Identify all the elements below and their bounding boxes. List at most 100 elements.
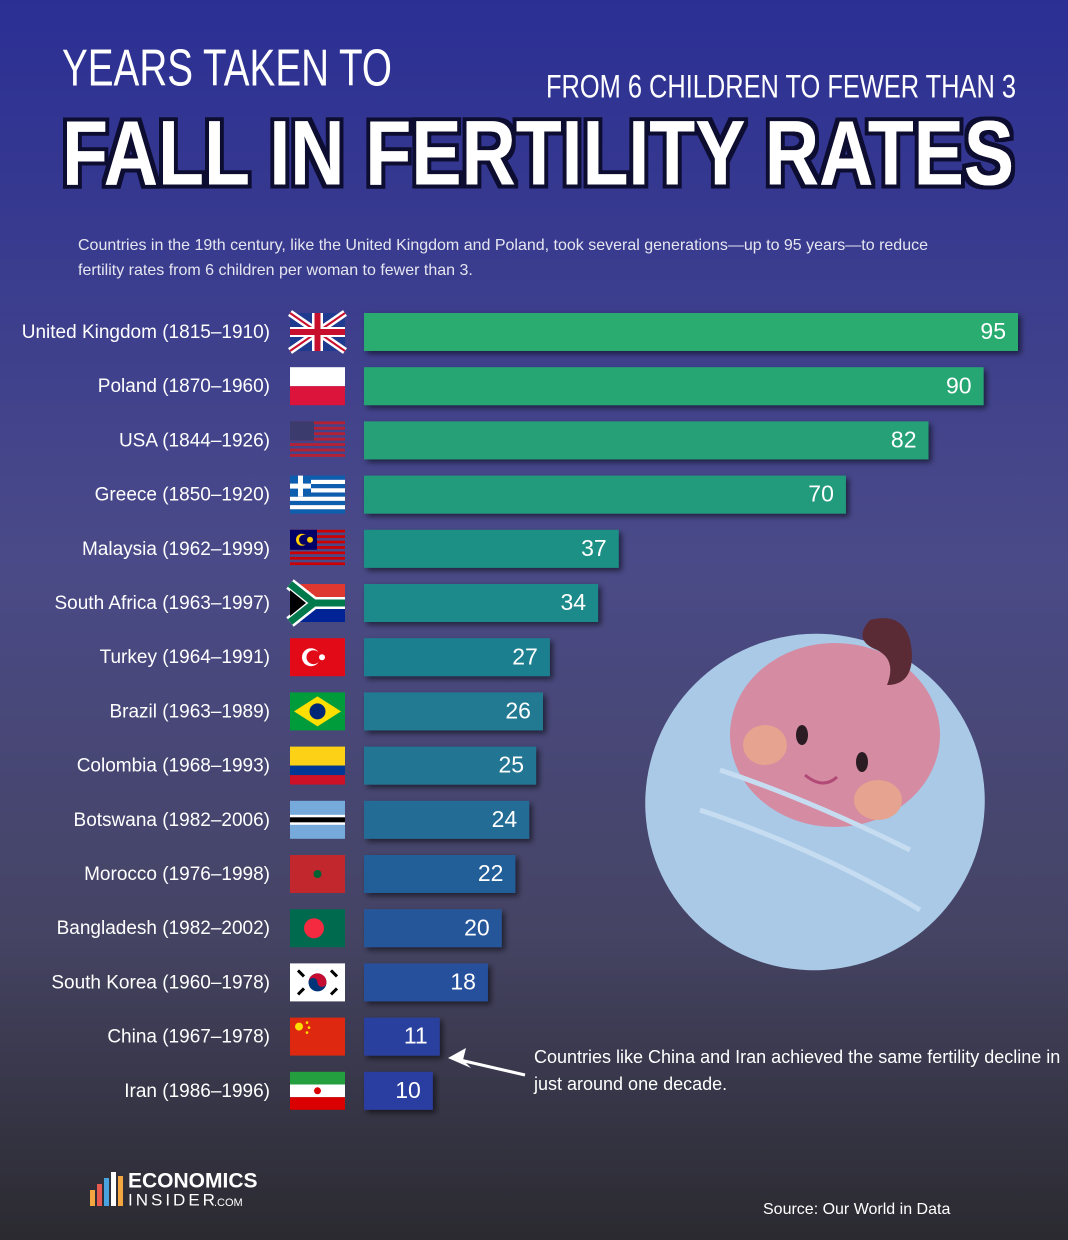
flag-part (290, 443, 345, 447)
chart-title: FALL IN FERTILITY RATES (62, 102, 1014, 204)
category-label: Turkey (1964–1991) (100, 647, 270, 668)
flag-part (290, 484, 345, 489)
flag (290, 692, 345, 731)
bar (364, 1017, 440, 1056)
value-label: 25 (499, 752, 525, 778)
flag (290, 475, 345, 514)
value-label: 34 (560, 589, 586, 615)
logo-text: ECONOMICS (128, 1170, 258, 1193)
bar (364, 584, 599, 622)
category-label: United Kingdom (1815–1910) (22, 322, 270, 343)
category-label: Colombia (1968–1993) (77, 756, 270, 777)
bar (364, 313, 1018, 351)
flag (290, 1017, 345, 1056)
flag-part (314, 1087, 321, 1095)
annotation-arrow-part (459, 1058, 526, 1077)
flag-part (290, 556, 345, 560)
baby-illustration (645, 618, 985, 971)
flag (290, 529, 345, 566)
logo-icon (90, 1172, 123, 1206)
category-label: China (1967–1978) (107, 1027, 270, 1048)
flag-part (290, 453, 345, 457)
baby-illustration-part (854, 780, 902, 820)
flag-part (305, 1031, 309, 1034)
category-label: Botswana (1982–2006) (74, 810, 270, 831)
flag-part (290, 535, 345, 538)
value-label: 18 (450, 968, 476, 994)
annotation-line: Countries like China and Iran achieved t… (534, 1047, 1060, 1067)
flag-part (319, 654, 325, 661)
category-label: Iran (1986–1996) (124, 1081, 270, 1102)
category-label: Brazil (1963–1989) (109, 701, 270, 722)
bar (364, 367, 984, 406)
flag-part (290, 817, 345, 823)
value-label: 10 (395, 1077, 421, 1103)
flag-part (304, 918, 324, 939)
flag-part (290, 483, 311, 489)
flag-part (306, 650, 321, 665)
flag-part (296, 969, 339, 996)
flag-part (290, 492, 345, 497)
bar (364, 1071, 433, 1110)
flag-part (290, 367, 345, 387)
flag (290, 909, 345, 948)
flag-part (290, 746, 345, 766)
flag-part (290, 509, 345, 514)
bar (364, 909, 502, 948)
bar (364, 529, 619, 568)
flag-part (290, 505, 345, 510)
description-line: Countries in the 19th century, like the … (78, 237, 928, 254)
flag-part (290, 479, 345, 485)
flag-part (307, 1026, 311, 1029)
flag-part (295, 1022, 303, 1031)
flag (286, 579, 345, 627)
flag-part (290, 496, 345, 501)
baby-illustration-part (743, 725, 787, 765)
flag-part (290, 765, 345, 776)
value-label: 26 (505, 697, 531, 723)
flag-part (290, 421, 314, 441)
category-label: Morocco (1976–1998) (84, 864, 270, 885)
source: Source: Our World in Data (763, 1201, 950, 1218)
bar (364, 475, 846, 514)
flag-part (290, 500, 345, 506)
baby-illustration-part (862, 618, 912, 685)
annotation-arrow-part (448, 1048, 471, 1068)
logo-icon-part (90, 1190, 95, 1206)
flag-part (290, 775, 345, 785)
annotation-arrow (448, 1048, 526, 1077)
flag-part (290, 540, 345, 544)
title-top: YEARS TAKEN TO (62, 40, 392, 98)
baby-illustration-part (856, 752, 868, 772)
flag-part (307, 536, 313, 543)
value-label: 82 (891, 426, 917, 452)
flag-part (287, 581, 345, 625)
flag (290, 421, 345, 457)
value-label: 20 (464, 914, 490, 940)
value-label: 70 (808, 481, 834, 507)
flag-part (305, 1021, 309, 1024)
flag-part (313, 870, 322, 878)
value-label: 27 (512, 643, 538, 669)
bar (364, 692, 543, 731)
flag-part (290, 590, 306, 616)
bar (364, 800, 530, 839)
value-label: 95 (980, 318, 1006, 344)
flag-part (290, 475, 345, 480)
flag (288, 310, 347, 354)
category-label: Greece (1850–1920) (95, 485, 270, 506)
flag (290, 746, 345, 785)
bar (364, 855, 516, 893)
flag-part (290, 551, 345, 555)
category-label: Poland (1870–1960) (98, 376, 270, 397)
category-label: South Korea (1960–1978) (51, 972, 270, 993)
bar (364, 746, 537, 785)
flag-part (290, 329, 345, 335)
flag-part (308, 973, 327, 987)
flag (290, 963, 345, 1002)
logo-icon-part (97, 1184, 102, 1206)
flag (290, 367, 345, 406)
logo-text: INSIDER (128, 1190, 218, 1209)
logo-text: .COM (214, 1197, 243, 1209)
flag-part (290, 432, 345, 436)
